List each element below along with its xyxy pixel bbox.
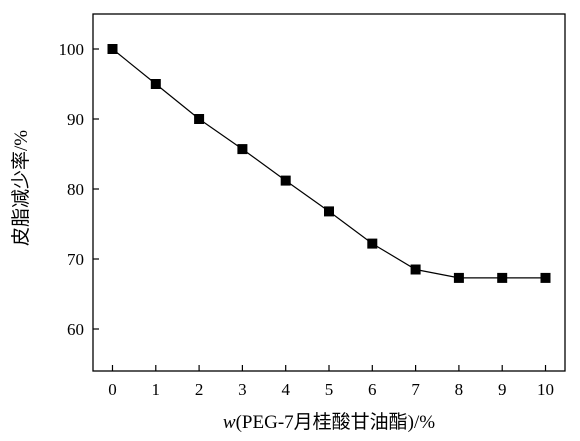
x-axis-title-text: (PEG-7月桂酸甘油酯)/% [236,411,436,433]
x-tick-label: 0 [108,380,117,399]
data-point-marker [280,175,291,186]
series-line [112,48,546,279]
data-point-marker [324,206,334,217]
plot-frame [92,13,566,372]
y-tick-label: 100 [59,40,85,59]
y-tick-label: 90 [67,110,84,129]
y-tick-label: 80 [67,180,84,199]
data-point-marker [367,238,378,249]
y-tick-label: 60 [67,320,84,339]
data-point-marker [237,144,248,155]
x-axis-title-variable: w [223,412,236,433]
data-point-marker [540,272,551,283]
data-point-marker [194,114,205,124]
x-axis-title: w(PEG-7月桂酸甘油酯)/% [223,411,435,433]
data-point-marker [497,272,508,283]
x-tick-label: 7 [411,380,420,399]
x-tick-label: 2 [195,380,204,399]
x-tick-label: 8 [455,380,464,399]
y-axis-ticks: 60 70 80 90 100 [59,40,99,339]
x-tick-label: 10 [537,380,554,399]
x-tick-label: 1 [152,380,161,399]
data-point-marker [107,44,118,54]
y-axis-title: 皮脂减少率/% [10,130,32,246]
data-point-marker [410,264,421,275]
y-tick-label: 70 [67,250,84,269]
x-tick-label: 5 [325,380,334,399]
x-tick-label: 6 [368,380,377,399]
x-tick-label: 4 [281,380,290,399]
series-markers [107,44,551,283]
x-axis-ticks: 0 1 2 3 4 5 6 7 8 9 10 [108,365,554,399]
x-tick-label: 9 [498,380,507,399]
data-point-marker [150,79,161,89]
data-point-marker [453,272,464,283]
x-tick-label: 3 [238,380,247,399]
